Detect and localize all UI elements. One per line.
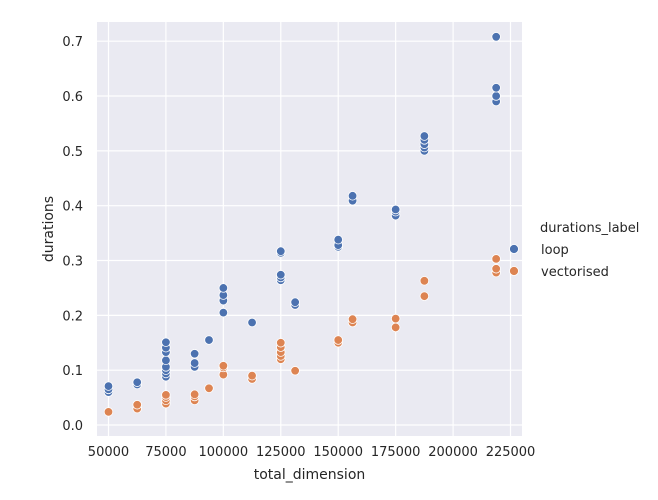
- y-tick-label: 0.5: [62, 145, 83, 160]
- y-tick-label: 0.7: [62, 35, 83, 50]
- x-tick-labels: 50000 75000 100000 125000 150000 175000 200000…: [88, 445, 536, 460]
- grid-lines: [97, 22, 522, 436]
- x-axis-label: total_dimension: [254, 467, 366, 483]
- y-tick-label: 0.3: [62, 255, 83, 270]
- vectorised-point: [419, 276, 430, 286]
- loop-point: [161, 337, 171, 347]
- data-points: [103, 32, 501, 417]
- y-tick-label: 0.1: [62, 364, 83, 379]
- y-tick-label: 0.4: [62, 200, 83, 215]
- vectorised-point: [347, 314, 358, 324]
- plot-area: [97, 22, 522, 436]
- vectorised-point: [419, 291, 430, 301]
- vectorised-point: [276, 338, 286, 348]
- vectorised-point: [333, 335, 343, 345]
- loop-point: [218, 307, 229, 318]
- loop-point: [491, 91, 501, 101]
- y-axis-label: durations: [41, 196, 57, 262]
- legend-marker-vectorised: [509, 266, 519, 276]
- x-tick-label: 50000: [88, 445, 129, 460]
- loop-point: [390, 204, 401, 215]
- loop-point: [103, 381, 114, 391]
- loop-point: [218, 283, 229, 293]
- vectorised-point: [247, 370, 257, 381]
- loop-point: [161, 355, 171, 366]
- loop-point: [491, 83, 501, 93]
- vectorised-point: [161, 390, 171, 400]
- vectorised-point: [189, 389, 200, 400]
- y-tick-labels: 0.0 0.1 0.2 0.3 0.4 0.5 0.6 0.7: [62, 35, 83, 434]
- vectorised-point: [491, 254, 501, 264]
- x-tick-label: 125000: [256, 445, 306, 460]
- legend-item-loop: loop: [541, 243, 569, 258]
- legend-title: durations_label: [540, 221, 639, 236]
- loop-point: [333, 234, 343, 245]
- x-tick-label: 200000: [428, 445, 478, 460]
- loop-point: [276, 246, 286, 256]
- y-tick-label: 0.0: [62, 419, 83, 434]
- x-tick-label: 150000: [313, 445, 363, 460]
- x-tick-label: 100000: [199, 445, 249, 460]
- vectorised-point: [290, 366, 300, 376]
- loop-point: [132, 377, 142, 387]
- loop-point: [189, 349, 200, 359]
- vectorised-point: [204, 383, 214, 393]
- loop-point: [491, 32, 501, 42]
- y-tick-label: 0.2: [62, 309, 83, 324]
- vectorised-point: [390, 322, 401, 333]
- legend-item-vectorised: vectorised: [541, 265, 609, 280]
- loop-point: [204, 335, 214, 345]
- loop-point: [290, 297, 300, 307]
- legend-marker-loop: [509, 244, 519, 254]
- vectorised-point: [103, 407, 114, 417]
- loop-point: [276, 270, 286, 280]
- loop-point: [347, 191, 358, 201]
- legend: durations_label loop vectorised: [509, 221, 639, 280]
- vectorised-point: [218, 361, 229, 371]
- loop-point: [419, 131, 430, 141]
- vectorised-point: [132, 400, 142, 410]
- x-tick-label: 175000: [371, 445, 421, 460]
- vectorised-point: [390, 313, 401, 324]
- loop-point: [247, 317, 257, 328]
- x-tick-label: 75000: [145, 445, 186, 460]
- y-tick-label: 0.6: [62, 90, 83, 105]
- loop-point: [189, 358, 200, 368]
- vectorised-point: [491, 264, 501, 274]
- x-tick-label: 225000: [486, 445, 536, 460]
